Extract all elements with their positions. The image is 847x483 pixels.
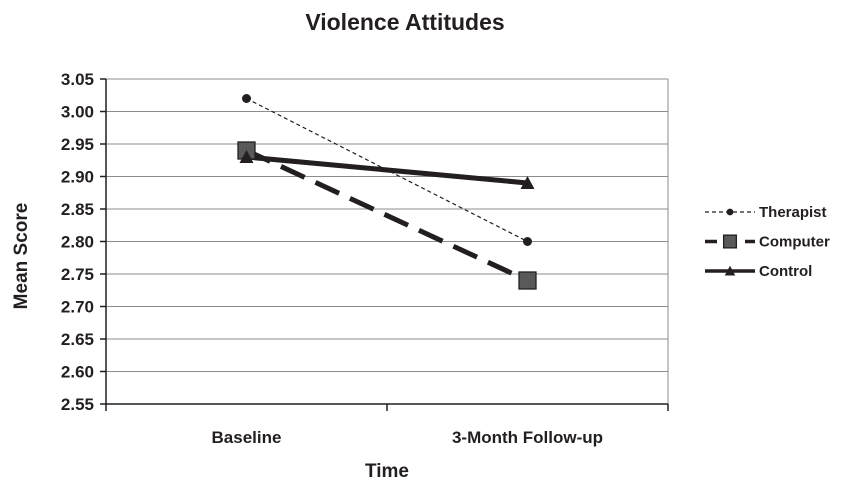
data-point-control — [520, 176, 535, 189]
y-tick-label: 2.95 — [61, 135, 94, 154]
grid-lines — [106, 78, 669, 404]
legend-label-therapist: Therapist — [759, 204, 827, 221]
legend: Therapist Computer Control — [705, 204, 830, 280]
y-tick-label: 2.90 — [61, 168, 94, 187]
series-line-control — [246, 154, 528, 186]
y-tick-label: 2.55 — [61, 395, 94, 414]
x-tick-label: Baseline — [212, 428, 282, 447]
y-tick-label: 2.70 — [61, 298, 94, 317]
x-axis-label: Time — [365, 461, 409, 482]
y-tick-label: 2.80 — [61, 233, 94, 252]
y-axis-label: Mean Score — [11, 203, 32, 310]
legend-marker-control — [724, 265, 736, 276]
legend-marker-computer — [722, 234, 738, 249]
y-tick-label: 2.60 — [61, 363, 94, 382]
y-tick-label: 3.05 — [61, 70, 94, 89]
data-point-therapist — [523, 237, 532, 246]
legend-label-control: Control — [759, 263, 812, 280]
x-tick-label: 3-Month Follow-up — [452, 428, 603, 447]
y-tick-label: 2.75 — [61, 265, 94, 284]
legend-label-computer: Computer — [759, 234, 830, 251]
y-tick-label: 3.00 — [61, 103, 94, 122]
y-tick-label: 2.85 — [61, 200, 94, 219]
series-group — [237, 94, 537, 290]
legend-marker-therapist — [726, 208, 734, 216]
data-point-control — [239, 150, 254, 163]
data-point-computer — [518, 271, 537, 290]
y-tick-label: 2.65 — [61, 330, 94, 349]
chart-title: Violence Attitudes — [305, 9, 504, 35]
x-tick-labels: Baseline 3-Month Follow-up — [212, 428, 604, 447]
series-line-computer — [245, 148, 529, 283]
axes — [100, 78, 669, 411]
data-point-therapist — [242, 94, 251, 103]
y-tick-labels: 2.55 2.60 2.65 2.70 2.75 2.80 2.85 2.90 2.95 3.00… — [61, 70, 94, 414]
